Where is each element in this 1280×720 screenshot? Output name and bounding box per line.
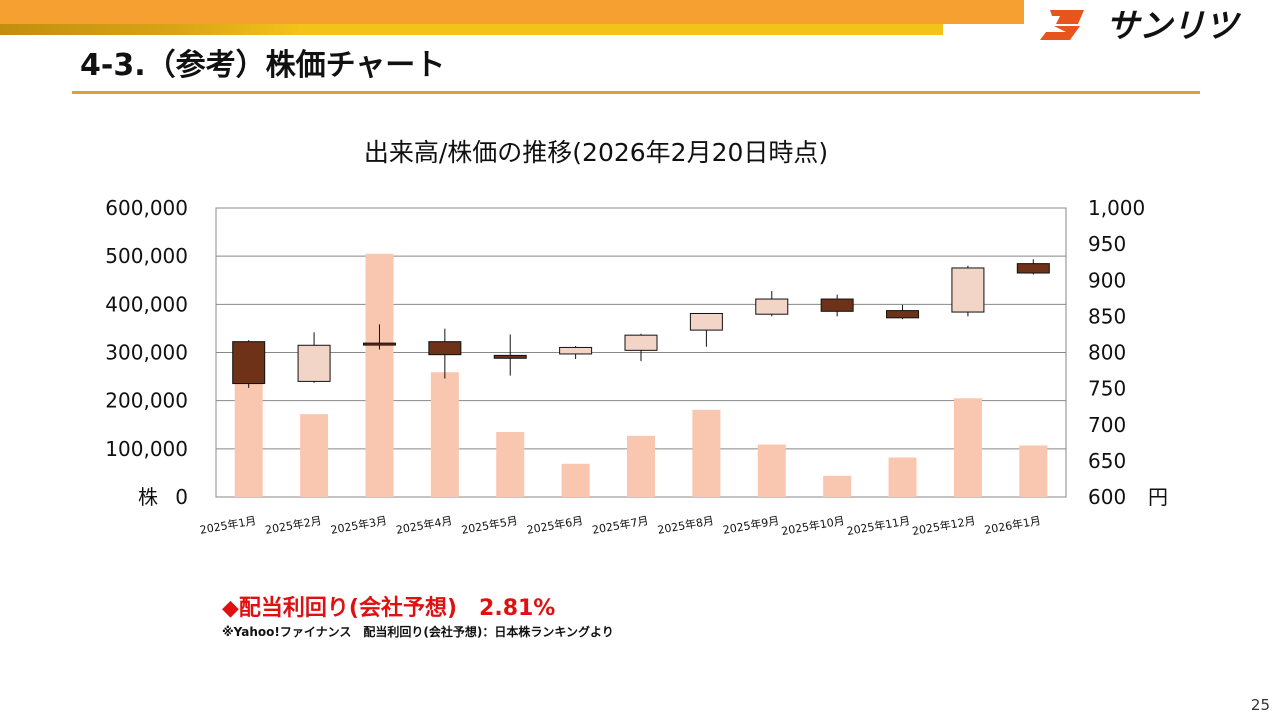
x-tick-label: 2025年10月 — [780, 513, 845, 538]
volume-bar — [430, 372, 459, 497]
left-tick-label: 600,000 — [105, 196, 188, 220]
candle-body — [428, 341, 462, 356]
header-orange-band — [0, 0, 1024, 24]
logo-text: サンリツ — [1106, 6, 1242, 44]
volume-bar — [627, 435, 655, 497]
x-tick-label: 2025年3月 — [329, 513, 388, 537]
candle-body — [362, 342, 396, 346]
chart-title: 出来高/株価の推移(2026年2月20日時点) — [363, 138, 829, 167]
company-logo: サンリツ — [1040, 6, 1242, 44]
volume-bar — [757, 444, 786, 497]
left-tick-label: 200,000 — [105, 389, 188, 413]
volume-bar — [561, 463, 590, 497]
candle-body — [755, 298, 789, 315]
candle-body — [689, 312, 723, 331]
volume-bar — [888, 457, 917, 497]
volume-bar — [953, 398, 982, 497]
title-divider — [72, 91, 1200, 94]
page-number: 25 — [1250, 696, 1270, 714]
x-tick-label: 2025年9月 — [722, 513, 781, 537]
header-gradient-band — [0, 24, 300, 35]
source-note: ※Yahoo!ファイナンス 配当利回り(会社予想)：日本株ランキングより — [222, 625, 614, 639]
candle-body — [886, 310, 920, 319]
logo-mark-icon — [1050, 10, 1084, 24]
x-tick-label: 2026年1月 — [983, 513, 1042, 537]
right-tick-label: 750 — [1088, 377, 1126, 401]
x-tick-label: 2025年11月 — [846, 513, 911, 538]
candle-body — [820, 298, 854, 312]
left-tick-label: 300,000 — [105, 341, 188, 365]
right-tick-label: 650 — [1088, 449, 1126, 473]
x-tick-label: 2025年12月 — [911, 513, 976, 538]
x-tick-label: 2025年1月 — [199, 513, 258, 537]
right-tick-label: 850 — [1088, 304, 1126, 328]
candle-body — [297, 344, 331, 382]
right-axis-unit: 円 — [1148, 485, 1168, 509]
page-title: 4-3.（参考）株価チャート — [80, 48, 446, 83]
candle-body — [951, 267, 985, 313]
volume-bar — [365, 253, 394, 497]
volume-bar — [496, 431, 525, 497]
header-gold-band — [0, 24, 943, 35]
left-tick-label: 500,000 — [105, 244, 188, 268]
left-tick-label: 400,000 — [105, 292, 188, 316]
left-axis-unit: 株 — [138, 485, 158, 509]
right-tick-label: 1,000 — [1088, 196, 1145, 220]
volume-bar — [823, 475, 852, 497]
left-tick-label: 100,000 — [105, 437, 188, 461]
dividend-yield: ◆配当利回り(会社予想) 2.81% — [222, 596, 556, 621]
right-tick-label: 700 — [1088, 413, 1126, 437]
volume-bar — [1019, 445, 1048, 497]
candle-body — [624, 334, 658, 351]
candle-body — [1016, 263, 1050, 274]
x-tick-label: 2025年4月 — [395, 513, 454, 537]
x-tick-label: 2025年2月 — [264, 513, 323, 537]
right-tick-label: 900 — [1088, 268, 1126, 292]
volume-bar — [300, 414, 329, 497]
left-tick-label: 0 — [175, 485, 188, 509]
x-tick-label: 2025年6月 — [526, 513, 585, 537]
candle-body — [493, 354, 527, 359]
right-tick-label: 600 — [1088, 485, 1126, 509]
candle-body — [232, 341, 266, 385]
candle-body — [559, 346, 593, 355]
right-tick-label: 800 — [1088, 341, 1126, 365]
x-tick-label: 2025年7月 — [591, 513, 650, 537]
x-tick-label: 2025年8月 — [656, 513, 715, 537]
x-tick-label: 2025年5月 — [460, 513, 519, 537]
volume-bar — [692, 409, 721, 497]
right-tick-label: 950 — [1088, 232, 1126, 256]
